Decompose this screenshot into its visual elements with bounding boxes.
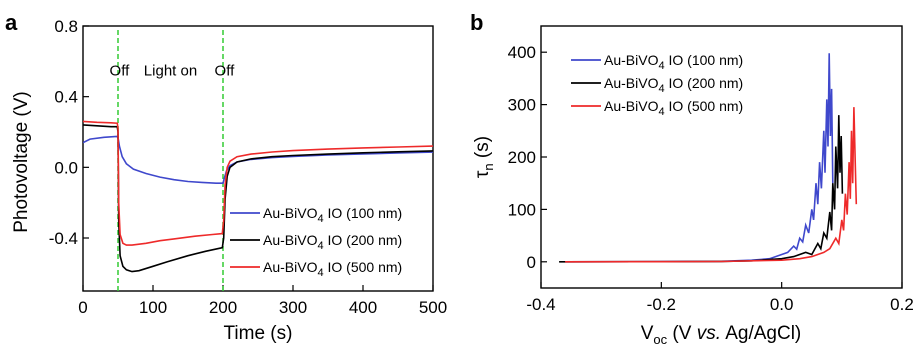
chart-b-legend-label-3: Au-BiVO4 IO (500 nm) [604, 98, 743, 118]
chart-a-x-tick-label: 200 [209, 298, 237, 317]
chart-a-annotation: Off [215, 62, 236, 79]
chart-b-y-axis-label: τn (s) [472, 136, 496, 178]
chart-a-y-tick-label: -0.4 [49, 229, 78, 248]
chart-a-series-line-1 [83, 135, 433, 184]
chart-b-y-label-rest: (s) [472, 136, 493, 163]
chart-a-y-tick-label: 0.4 [54, 88, 78, 107]
chart-b: -0.4 -0.2 0.0 0.2 0 100 200 300 400 Au-BiVO4 IO (… [508, 25, 914, 314]
chart-b-y-tick-label: 200 [508, 148, 536, 167]
chart-a-legend-label-1: Au-BiVO4 IO (100 nm) [263, 205, 402, 225]
chart-a-x-tick-label: 500 [419, 298, 447, 317]
panel-a-letter: a [5, 10, 18, 35]
chart-a-y-axis-label: Photovoltage (V) [11, 91, 32, 233]
chart-b-series-line-3 [565, 107, 858, 263]
chart-a-legend-label-3: Au-BiVO4 IO (500 nm) [263, 259, 402, 279]
chart-b-x-tick-label: -0.2 [647, 295, 676, 314]
chart-b-series-line-1 [565, 53, 834, 263]
chart-b-x-label-open: (V [667, 323, 697, 344]
chart-a: 0 100 200 300 400 500 0.8 0.4 0.0 -0.4 Off Light on… [49, 17, 447, 317]
chart-b-y-tick-label: 100 [508, 200, 536, 219]
chart-b-x-label-sub: oc [653, 332, 667, 344]
chart-b-x-tick-label: -0.4 [526, 295, 555, 314]
panel-b-letter: b [470, 10, 483, 35]
chart-b-y-label-main: τ [472, 170, 493, 178]
chart-a-x-tick-label: 300 [279, 298, 307, 317]
chart-a-x-tick-label: 100 [139, 298, 167, 317]
chart-b-x-label-italic: vs. [697, 323, 721, 344]
chart-b-y-tick-label: 400 [508, 43, 536, 62]
chart-b-x-label-rest: Ag/AgCl) [721, 323, 801, 344]
chart-b-x-tick-label: 0.2 [890, 295, 914, 314]
chart-a-y-tick-label: 0.8 [54, 17, 78, 36]
chart-a-annotation: Off [110, 62, 131, 79]
chart-a-x-axis-label: Time (s) [224, 323, 293, 344]
chart-a-frame [82, 25, 434, 292]
chart-a-x-tick-label: 0 [78, 298, 87, 317]
chart-a-series-line-3 [83, 120, 433, 246]
chart-b-legend-label-1: Au-BiVO4 IO (100 nm) [604, 52, 743, 72]
chart-b-y-tick-label: 300 [508, 96, 536, 115]
chart-a-annotation: Light on [144, 62, 197, 79]
chart-b-y-label-sub: n [481, 163, 496, 170]
chart-b-x-axis-label: Voc (V vs. Ag/AgCl) [641, 323, 802, 344]
chart-b-x-tick-label: 0.0 [770, 295, 794, 314]
chart-b-x-label-main: V [641, 323, 654, 344]
chart-a-x-tick-label: 400 [349, 298, 377, 317]
chart-b-y-tick-label: 0 [527, 253, 536, 272]
chart-b-legend-label-2: Au-BiVO4 IO (200 nm) [604, 75, 743, 95]
chart-a-legend-label-2: Au-BiVO4 IO (200 nm) [263, 232, 402, 252]
chart-a-y-tick-label: 0.0 [54, 158, 78, 177]
